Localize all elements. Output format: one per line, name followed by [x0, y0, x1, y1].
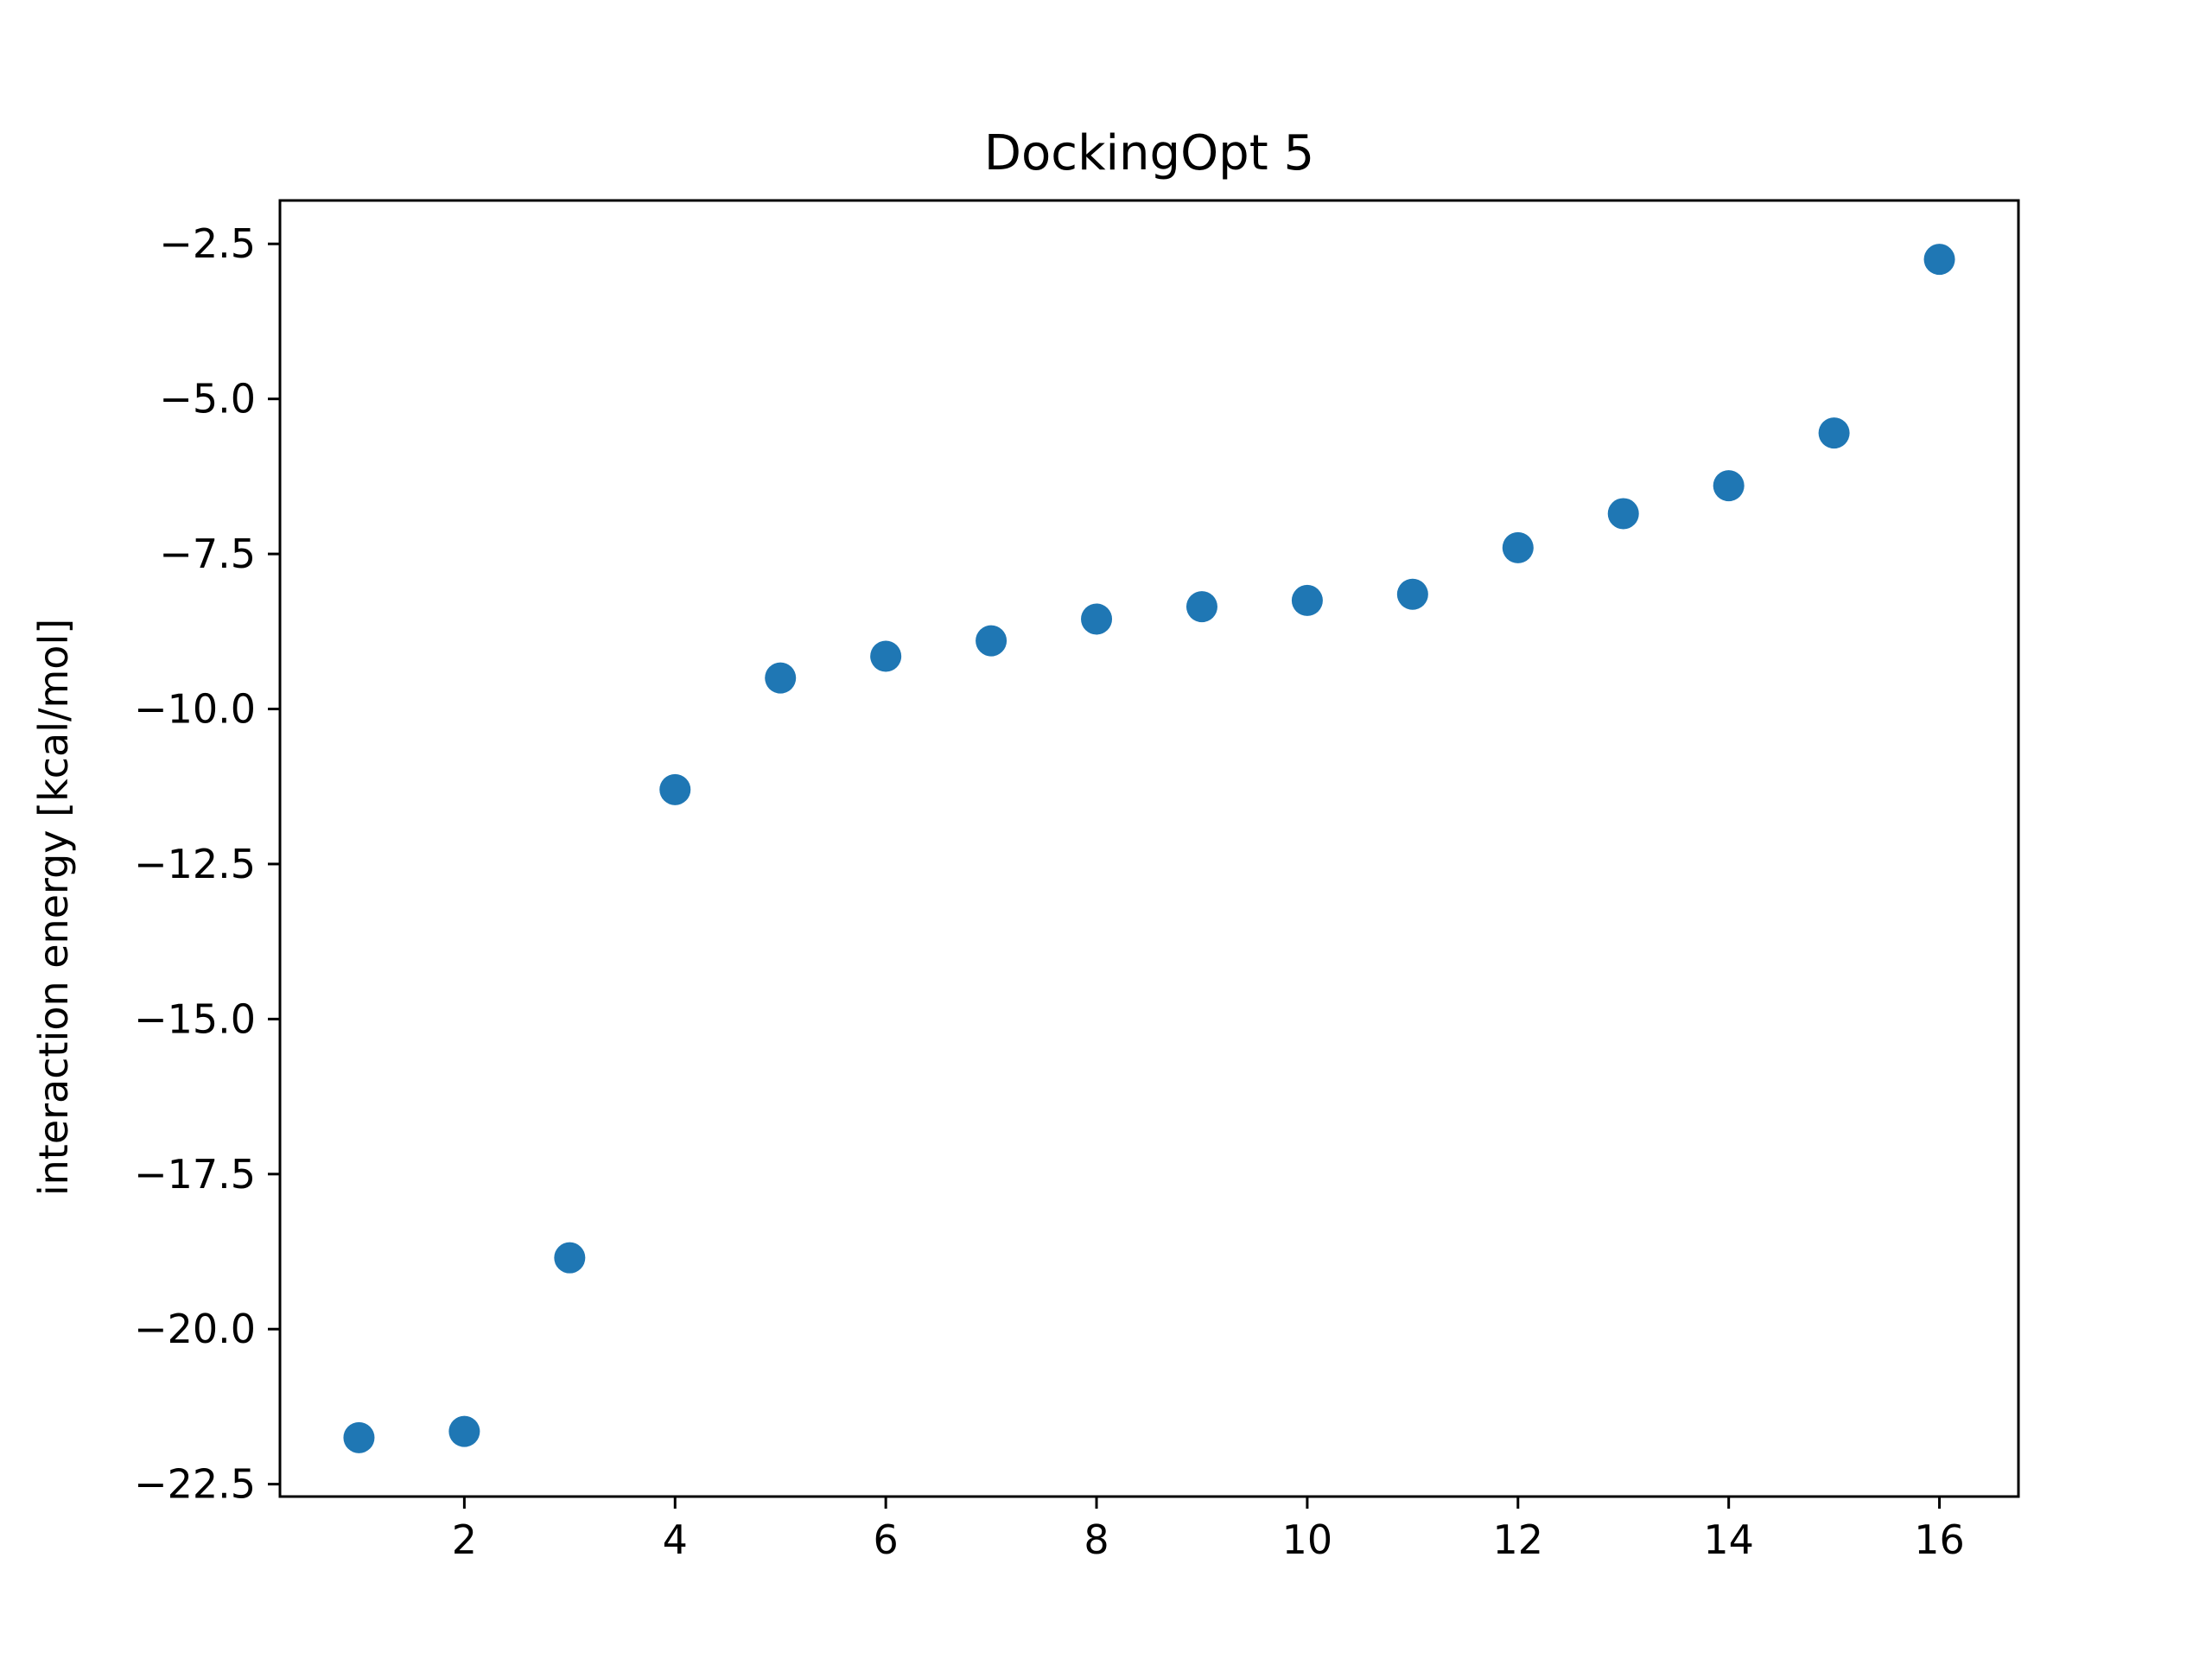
- y-tick-label: −17.5: [134, 1151, 256, 1198]
- data-point: [870, 640, 902, 672]
- x-tick-label: 16: [1914, 1516, 1965, 1563]
- y-tick-label: −5.0: [159, 376, 256, 423]
- y-axis-label: interaction energy [kcal/mol]: [30, 619, 77, 1196]
- data-point: [1607, 498, 1639, 530]
- x-tick-label: 12: [1493, 1516, 1544, 1563]
- y-tick-label: −20.0: [134, 1306, 256, 1352]
- x-tick-label: 2: [452, 1516, 477, 1563]
- y-tick-label: −2.5: [159, 220, 256, 267]
- y-tick-label: −10.0: [134, 686, 256, 733]
- data-point: [976, 625, 1007, 657]
- data-point: [765, 662, 797, 694]
- data-point: [343, 1421, 375, 1453]
- plot-area-frame: [278, 199, 2020, 1498]
- data-point: [1396, 578, 1428, 610]
- x-tick-label: 4: [663, 1516, 688, 1563]
- chart-title: DockingOpt 5: [984, 125, 1314, 181]
- data-point: [1081, 603, 1113, 635]
- data-point: [1502, 531, 1534, 563]
- x-tick-label: 8: [1084, 1516, 1109, 1563]
- x-axis-ticks: 2 4 6 8 10 12 14 16: [452, 1497, 1965, 1563]
- data-point: [1185, 591, 1217, 623]
- y-tick-label: −7.5: [159, 531, 256, 577]
- data-point: [554, 1242, 586, 1274]
- y-axis-ticks: −2.5 −5.0 −7.5 −10.0 −12.5 −15.0 −17.5 −20.0 −22…: [134, 220, 280, 1508]
- x-tick-label: 6: [874, 1516, 899, 1563]
- scatter-points: [343, 244, 1955, 1453]
- data-point: [1291, 584, 1323, 616]
- x-tick-label: 14: [1703, 1516, 1754, 1563]
- data-point: [659, 773, 691, 805]
- data-point: [1713, 470, 1745, 502]
- y-tick-label: −22.5: [134, 1461, 256, 1508]
- x-tick-label: 10: [1282, 1516, 1333, 1563]
- data-point: [1923, 244, 1955, 276]
- data-point: [1818, 417, 1850, 449]
- data-point: [448, 1415, 480, 1447]
- y-tick-label: −15.0: [134, 995, 256, 1042]
- y-tick-label: −12.5: [134, 841, 256, 887]
